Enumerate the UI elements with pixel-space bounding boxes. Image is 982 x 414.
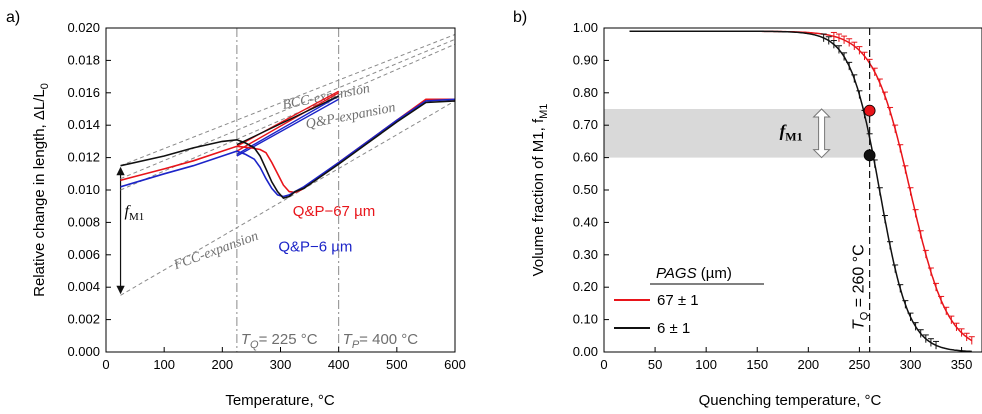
legend-label-6: 6 ± 1 xyxy=(657,320,690,337)
y-axis-a: 0.000 0.002 0.004 0.006 0.008 0.010 0.012 0.014… xyxy=(67,20,111,359)
x-tick-label: 600 xyxy=(444,357,466,372)
y-tick-label: 0.80 xyxy=(573,85,598,100)
y-tick-label: 0.004 xyxy=(67,279,100,294)
series-lines xyxy=(120,90,456,200)
x-tick-label: 300 xyxy=(900,357,922,372)
series-curves xyxy=(629,30,975,353)
x-axis-label-a: Temperature, °C xyxy=(225,392,335,409)
y-tick-label: 0.60 xyxy=(573,150,598,165)
y-tick-label: 0.50 xyxy=(573,182,598,197)
expansion-reference-line xyxy=(120,100,456,296)
temperature-marker-label: TP= 400 °C xyxy=(343,331,419,351)
legend-b: PAGS (µm) 67 ± 1 6 ± 1 xyxy=(614,265,764,337)
y-tick-label: 0.018 xyxy=(67,52,100,67)
x-tick-label: 150 xyxy=(746,357,768,372)
expansion-reference-line xyxy=(120,34,456,167)
series-line-blue xyxy=(120,98,456,198)
fm1-band xyxy=(604,109,871,158)
y-tick-label: 0.70 xyxy=(573,117,598,132)
series-black xyxy=(629,30,972,353)
quench-temperature-label: TQ = 260 °C xyxy=(851,244,871,330)
y-tick-label: 0.20 xyxy=(573,279,598,294)
x-tick-label: 100 xyxy=(153,357,175,372)
x-axis-b: 0 50 100 150 200 250 300 350 xyxy=(600,347,972,372)
heating-line xyxy=(236,95,339,146)
x-tick-label: 0 xyxy=(102,357,109,372)
y-tick-label: 0.30 xyxy=(573,247,598,262)
y-tick-label: 0.008 xyxy=(67,214,100,229)
x-tick-label: 50 xyxy=(648,357,662,372)
fcc-expansion-label: FCC-expansion xyxy=(171,229,260,274)
fraction-marker-black xyxy=(863,149,876,162)
heating-line xyxy=(236,95,340,155)
x-axis-label-b: Quenching temperature, °C xyxy=(699,392,882,409)
legend-label-67: 67 ± 1 xyxy=(657,292,699,309)
heating-line xyxy=(236,92,340,152)
panel-label-b: b) xyxy=(513,9,527,26)
y-tick-label: 0.40 xyxy=(573,214,598,229)
x-tick-label: 400 xyxy=(328,357,350,372)
heating-line xyxy=(236,98,340,157)
x-tick-label: 0 xyxy=(600,357,607,372)
x-tick-label: 300 xyxy=(270,357,292,372)
vertical-lines: TQ= 225 °C TP= 400 °C xyxy=(236,28,419,352)
fm1-double-arrow xyxy=(812,108,831,159)
y-tick-label: 1.00 xyxy=(573,20,598,35)
temperature-marker-label: TQ= 225 °C xyxy=(241,331,318,351)
y-tick-label: 0.020 xyxy=(67,20,100,35)
fm1-band-rect xyxy=(604,109,871,158)
chart-a-annotations: BCC-expansionQ&P-expansionFCC-expansionf… xyxy=(116,81,397,295)
panel-label-a: a) xyxy=(6,9,20,26)
x-tick-label: 200 xyxy=(797,357,819,372)
expansion-reference-line xyxy=(120,43,456,191)
fraction-marker-red xyxy=(863,104,876,117)
series-line-black xyxy=(120,100,456,200)
y-axis-label-b: Volume fraction of M1, fM1 xyxy=(530,104,550,277)
series-curve-black xyxy=(629,30,972,353)
fm1-label-a: fM1 xyxy=(125,203,145,223)
x-tick-label: 100 xyxy=(695,357,717,372)
y-axis-label-a: Relative change in length, ΔL/L0 xyxy=(31,83,51,297)
fm1-label-b: fM1 xyxy=(780,122,803,144)
y-tick-label: 0.00 xyxy=(573,344,598,359)
y-axis-b: 0.00 0.10 0.20 0.30 0.40 0.50 0.60 0.70 0.80 0.90… xyxy=(573,20,609,359)
reference-lines xyxy=(120,34,456,296)
x-tick-label: 350 xyxy=(951,357,973,372)
y-tick-label: 0.002 xyxy=(67,312,100,327)
y-tick-label: 0.10 xyxy=(573,312,598,327)
y-tick-label: 0.016 xyxy=(67,85,100,100)
x-axis-a: 0 100 200 300 400 500 600 xyxy=(102,347,466,372)
x-tick-label: 200 xyxy=(211,357,233,372)
y-tick-label: 0.006 xyxy=(67,247,100,262)
chart-a-frame xyxy=(105,27,456,353)
series-label-6: Q&P−6 µm xyxy=(278,239,352,256)
y-tick-label: 0.010 xyxy=(67,182,100,197)
expansion-reference-line xyxy=(120,38,456,180)
y-tick-label: 0.012 xyxy=(67,150,100,165)
y-tick-label: 0.000 xyxy=(67,344,100,359)
series-label-67: Q&P−67 µm xyxy=(293,203,375,220)
series-line-red xyxy=(120,98,455,194)
chart-b-annotations: TQ = 260 °C fM1 xyxy=(780,28,876,352)
x-tick-label: 250 xyxy=(849,357,871,372)
legend-title: PAGS (µm) xyxy=(656,265,732,282)
y-tick-label: 0.90 xyxy=(573,52,598,67)
chart-a: a) BCC-expansionQ&P-expansionFCC-expansi… xyxy=(6,9,466,409)
x-tick-label: 500 xyxy=(386,357,408,372)
y-tick-label: 0.014 xyxy=(67,117,100,132)
